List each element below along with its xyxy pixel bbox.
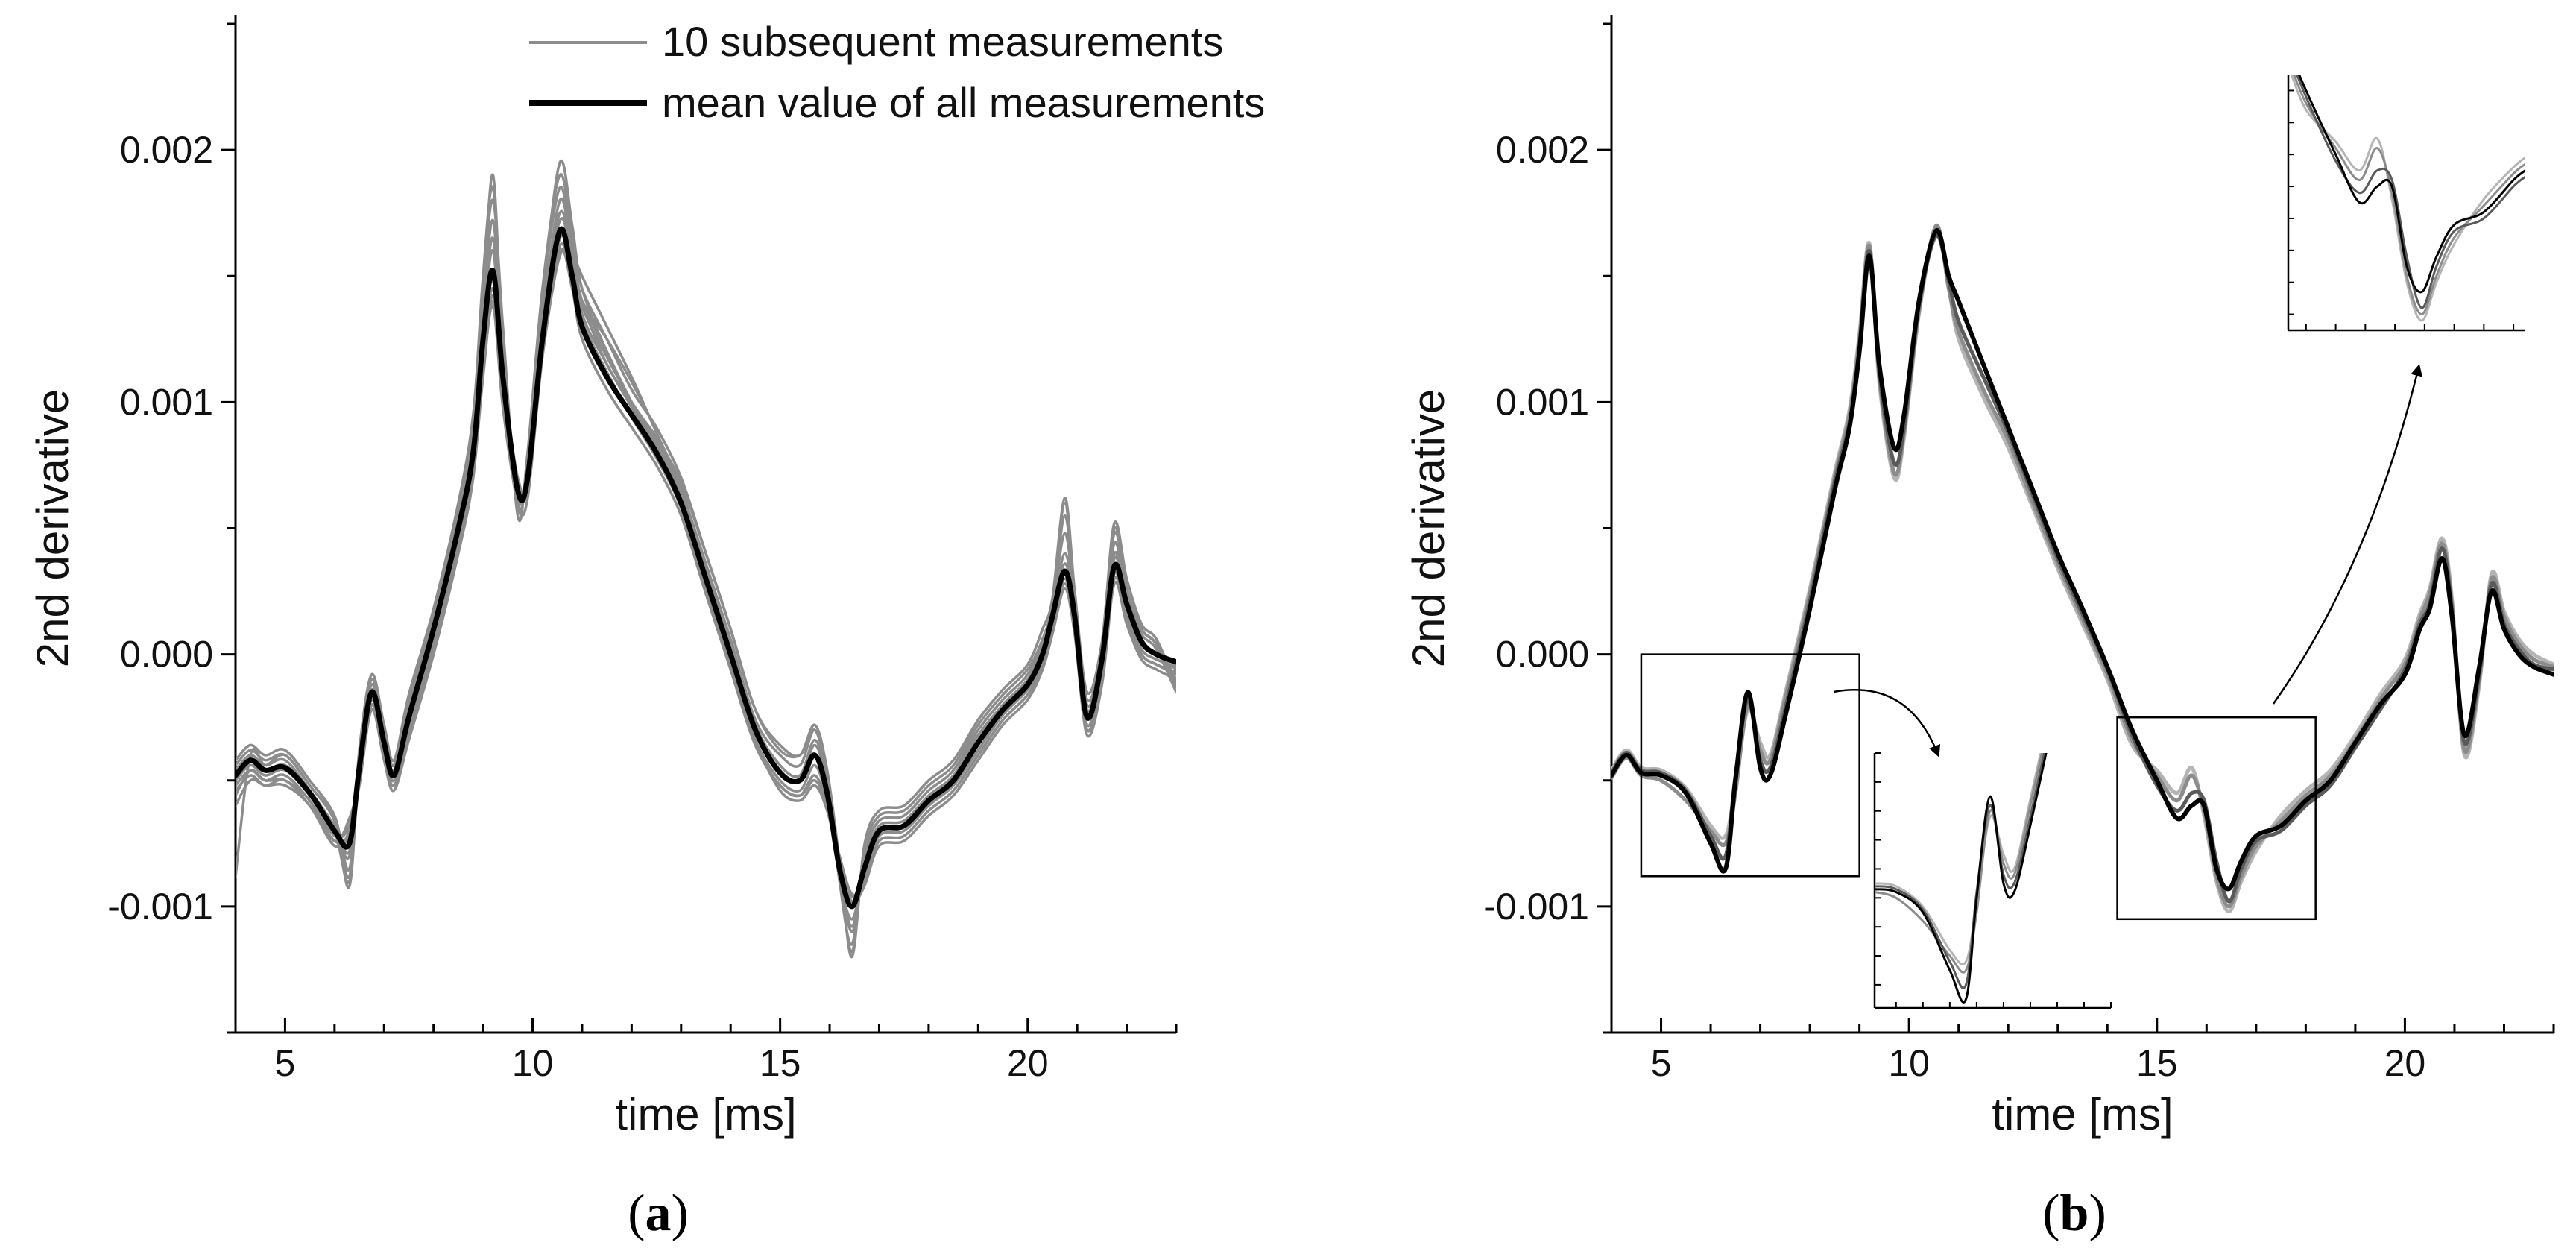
inset-left-series-line — [1875, 753, 2048, 1004]
panel-a-legend: 10 subsequent measurements mean value of … — [529, 18, 1265, 126]
panel-b-x-tick-label: 20 — [2384, 1042, 2426, 1084]
panel-a-x-tick-label: 10 — [512, 1042, 554, 1084]
zoom-arrow-left — [1833, 689, 1941, 757]
legend-label-measurements: 10 subsequent measurements — [662, 18, 1223, 65]
panel-a-y-tick-label: 0.001 — [120, 381, 213, 423]
mean-series-line — [236, 226, 1176, 910]
zoom-arrow-right — [2272, 364, 2422, 705]
inset-right — [2287, 75, 2525, 332]
panel-b-series-line — [1611, 233, 2554, 904]
measurement-series-line — [236, 159, 1176, 954]
inset-left-series-line — [1875, 753, 2044, 974]
zoom-box-right — [2116, 716, 2317, 921]
inset-right-series-line — [2293, 75, 2525, 316]
panel-a-y-tick-label: 0.002 — [120, 129, 213, 171]
panel-a-chart: 5 10 15 20 -0.001 0.000 0.001 0.002 time [ms] 2nd… — [28, 15, 1265, 1139]
measurement-series-line — [236, 173, 1176, 946]
panel-b-x-tick-label: 5 — [1651, 1042, 1672, 1084]
panel-b-chart: 5 10 15 20 -0.001 0.000 0.001 0.002 time [ms] 2nd… — [1404, 15, 2555, 1139]
panel-b-x-axis-title: time [ms] — [1992, 1089, 2173, 1139]
panel-a-x-tick-label: 5 — [275, 1042, 296, 1084]
inset-left-series-group — [1875, 753, 2048, 1004]
panel-a-series-group — [236, 159, 1176, 959]
panel-a-y-tick-label: 0.000 — [120, 634, 213, 675]
inset-right-series-line — [2297, 75, 2525, 294]
panel-b-x-tick-label: 15 — [2136, 1042, 2178, 1084]
panel-a-x-tick-label: 15 — [760, 1042, 801, 1084]
panel-a-x-axis-title: time [ms] — [615, 1089, 796, 1139]
inset-right-series-line — [2295, 75, 2525, 309]
panel-b-x-tick-label: 10 — [1888, 1042, 1930, 1084]
inset-left-series-line — [1875, 753, 2042, 965]
inset-right-series-line — [2290, 75, 2525, 322]
panel-label-a: (a) — [628, 1185, 689, 1242]
panel-b-series-line — [1611, 224, 2554, 909]
panel-label-b: (b) — [2042, 1185, 2106, 1242]
panel-b-y-axis-title: 2nd derivative — [1404, 389, 1453, 668]
panel-a-y-axis-title: 2nd derivative — [28, 389, 78, 668]
legend-label-mean: mean value of all measurements — [662, 79, 1265, 126]
panel-b-y-tick-label: 0.000 — [1496, 634, 1589, 675]
panel-b-series-group — [1611, 224, 2554, 914]
panel-b-y-tick-label: 0.001 — [1496, 381, 1589, 423]
panel-a-y-tick-label: -0.001 — [107, 886, 213, 927]
panel-b-y-tick-label: -0.001 — [1483, 886, 1589, 927]
panel-a-x-tick-label: 20 — [1007, 1042, 1049, 1084]
inset-right-series-group — [2290, 75, 2525, 322]
inset-left — [1873, 752, 2112, 1009]
panel-b-y-tick-label: 0.002 — [1496, 129, 1589, 171]
panel-b-series-line — [1611, 228, 2554, 892]
zoom-box-left — [1640, 653, 1860, 878]
